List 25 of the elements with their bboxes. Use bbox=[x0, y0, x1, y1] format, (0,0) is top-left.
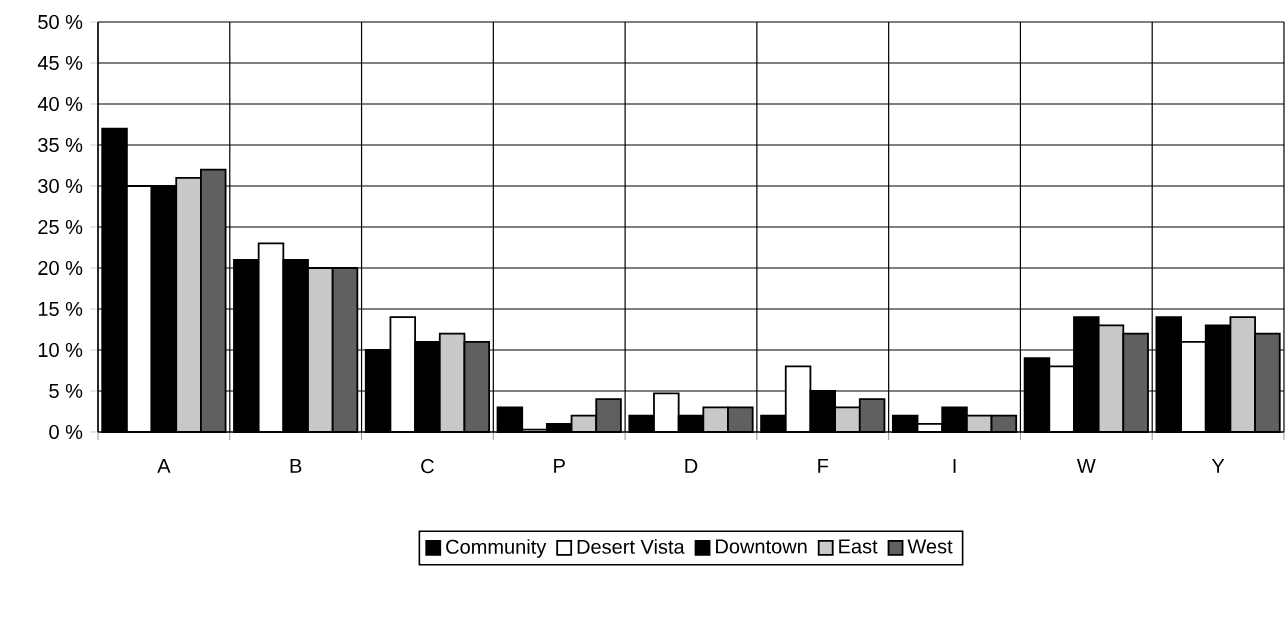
y-tick-label: 20 % bbox=[38, 260, 83, 276]
y-tick-label: 0 % bbox=[49, 424, 83, 440]
x-tick-label: B bbox=[290, 459, 302, 473]
y-tick-label: 5 % bbox=[49, 383, 83, 399]
y-tick-label: 45 % bbox=[37, 55, 83, 71]
legend-label: West bbox=[907, 539, 953, 554]
x-tick-label: C bbox=[421, 459, 434, 474]
legend-label: Community bbox=[446, 539, 547, 558]
y-tick-label: 10 % bbox=[38, 342, 83, 358]
y-tick-label: 15 % bbox=[38, 301, 83, 317]
x-tick-label: W bbox=[1076, 459, 1096, 473]
legend-label: Desert Vista bbox=[577, 539, 685, 554]
x-tick-label: Y bbox=[1211, 459, 1225, 473]
y-tick-label: 35 % bbox=[38, 137, 83, 153]
legend-label: East bbox=[839, 539, 878, 554]
x-tick-label: D bbox=[685, 459, 698, 473]
x-tick-label: F bbox=[818, 459, 829, 473]
legend-label: Downtown bbox=[716, 539, 807, 554]
y-tick-label: 25 % bbox=[38, 219, 83, 235]
x-tick-label: P bbox=[554, 459, 565, 473]
y-tick-label: 40 % bbox=[37, 96, 83, 112]
y-tick-label: 30 % bbox=[38, 178, 83, 194]
x-tick-label: I bbox=[953, 459, 956, 473]
x-tick-label: A bbox=[157, 459, 171, 473]
y-tick-label: 50 % bbox=[38, 14, 83, 30]
